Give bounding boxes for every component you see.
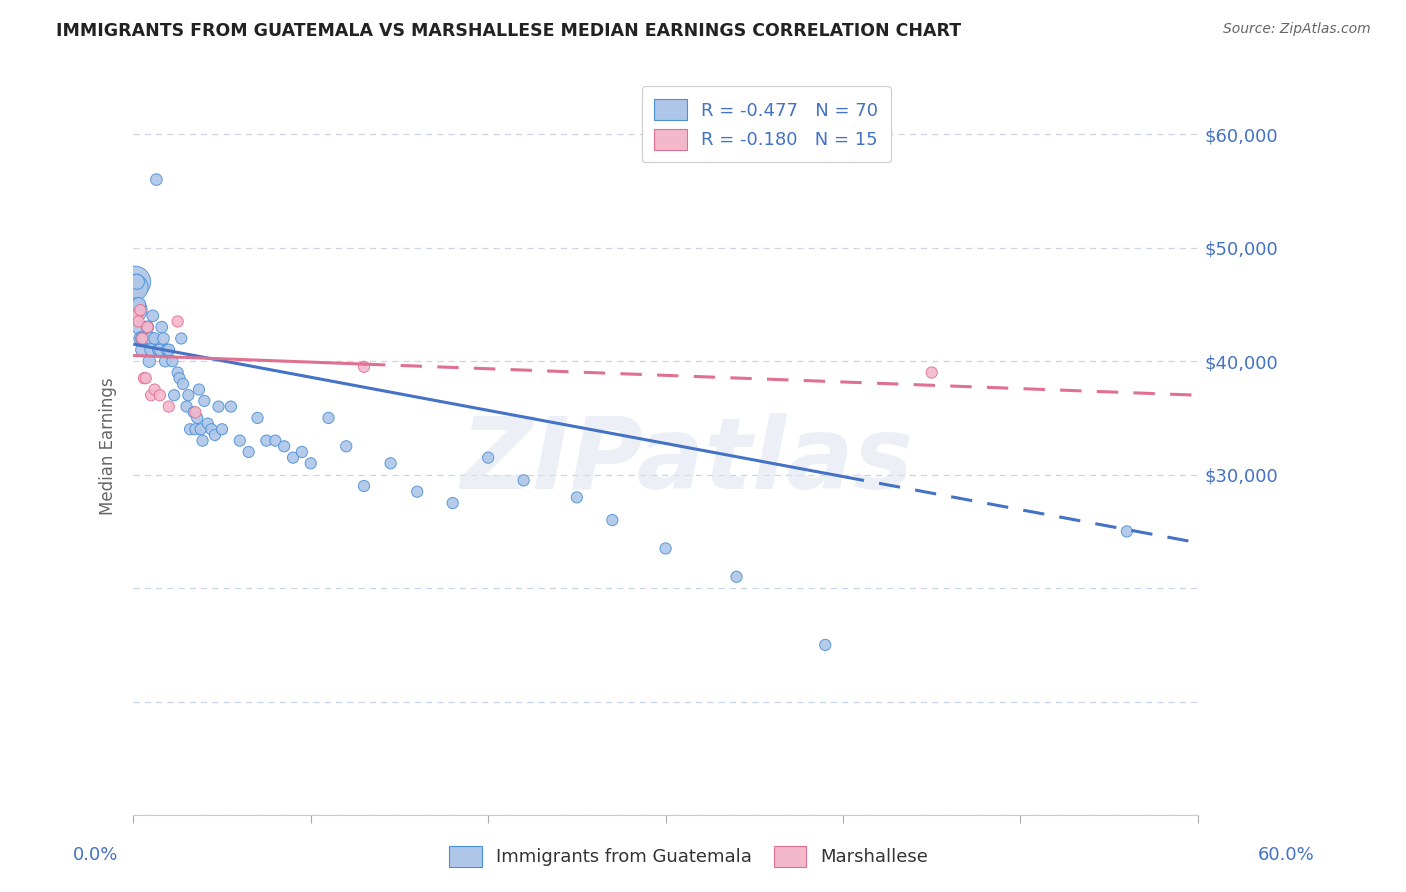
Point xyxy=(281,450,304,465)
Legend: Immigrants from Guatemala, Marshallese: Immigrants from Guatemala, Marshallese xyxy=(441,838,936,874)
Point xyxy=(152,331,174,345)
Point xyxy=(512,473,534,487)
Point xyxy=(128,320,150,334)
Point xyxy=(166,366,188,380)
Point xyxy=(149,343,172,357)
Point xyxy=(142,309,165,323)
Point xyxy=(177,388,200,402)
Point xyxy=(273,439,295,453)
Point xyxy=(186,411,208,425)
Point xyxy=(163,388,186,402)
Point xyxy=(139,388,162,402)
Point xyxy=(654,541,676,556)
Point xyxy=(477,450,499,465)
Point xyxy=(124,275,146,289)
Point xyxy=(353,359,375,374)
Point xyxy=(183,405,205,419)
Point xyxy=(179,422,201,436)
Y-axis label: Median Earnings: Median Earnings xyxy=(100,377,117,515)
Point xyxy=(406,484,429,499)
Point xyxy=(246,411,269,425)
Point xyxy=(136,320,159,334)
Legend: R = -0.477   N = 70, R = -0.180   N = 15: R = -0.477 N = 70, R = -0.180 N = 15 xyxy=(641,87,891,162)
Point xyxy=(238,445,260,459)
Point xyxy=(129,303,152,318)
Point xyxy=(299,456,322,470)
Point xyxy=(353,479,375,493)
Point xyxy=(156,343,179,357)
Point xyxy=(170,331,193,345)
Point xyxy=(291,445,314,459)
Point xyxy=(143,331,166,345)
Point xyxy=(132,331,155,345)
Text: 60.0%: 60.0% xyxy=(1258,846,1315,863)
Point xyxy=(162,354,184,368)
Point xyxy=(131,331,153,345)
Point xyxy=(135,371,157,385)
Point xyxy=(131,331,153,345)
Point xyxy=(207,400,229,414)
Point xyxy=(139,331,162,345)
Point xyxy=(131,343,153,357)
Point xyxy=(565,491,588,505)
Point xyxy=(211,422,233,436)
Point xyxy=(441,496,464,510)
Point xyxy=(143,383,166,397)
Point xyxy=(150,320,173,334)
Point xyxy=(204,428,226,442)
Point xyxy=(602,513,624,527)
Point xyxy=(146,343,169,357)
Point xyxy=(184,405,207,419)
Point xyxy=(814,638,837,652)
Point xyxy=(1115,524,1137,539)
Point xyxy=(135,331,157,345)
Point xyxy=(128,314,150,328)
Point xyxy=(176,400,198,414)
Point xyxy=(380,456,402,470)
Point xyxy=(136,320,159,334)
Point xyxy=(129,331,152,345)
Point xyxy=(128,297,150,311)
Text: IMMIGRANTS FROM GUATEMALA VS MARSHALLESE MEDIAN EARNINGS CORRELATION CHART: IMMIGRANTS FROM GUATEMALA VS MARSHALLESE… xyxy=(56,22,962,40)
Point xyxy=(145,172,167,186)
Point xyxy=(172,376,194,391)
Text: ZIPatlas: ZIPatlas xyxy=(460,412,914,509)
Point xyxy=(184,422,207,436)
Point xyxy=(138,354,160,368)
Point xyxy=(124,303,146,318)
Point xyxy=(921,366,943,380)
Point xyxy=(197,417,219,431)
Point xyxy=(219,400,242,414)
Text: 0.0%: 0.0% xyxy=(73,846,118,863)
Point xyxy=(190,422,212,436)
Point xyxy=(132,371,155,385)
Point xyxy=(125,309,148,323)
Point xyxy=(124,280,146,294)
Point xyxy=(318,411,340,425)
Point xyxy=(149,388,172,402)
Point xyxy=(139,343,162,357)
Point xyxy=(155,354,177,368)
Point xyxy=(264,434,287,448)
Text: Source: ZipAtlas.com: Source: ZipAtlas.com xyxy=(1223,22,1371,37)
Point xyxy=(335,439,357,453)
Point xyxy=(193,393,215,408)
Point xyxy=(725,570,748,584)
Point xyxy=(125,275,148,289)
Point xyxy=(157,400,180,414)
Point xyxy=(229,434,252,448)
Point xyxy=(166,314,188,328)
Point xyxy=(254,434,277,448)
Point xyxy=(157,343,180,357)
Point xyxy=(169,371,191,385)
Point xyxy=(200,422,222,436)
Point xyxy=(188,383,211,397)
Point xyxy=(191,434,214,448)
